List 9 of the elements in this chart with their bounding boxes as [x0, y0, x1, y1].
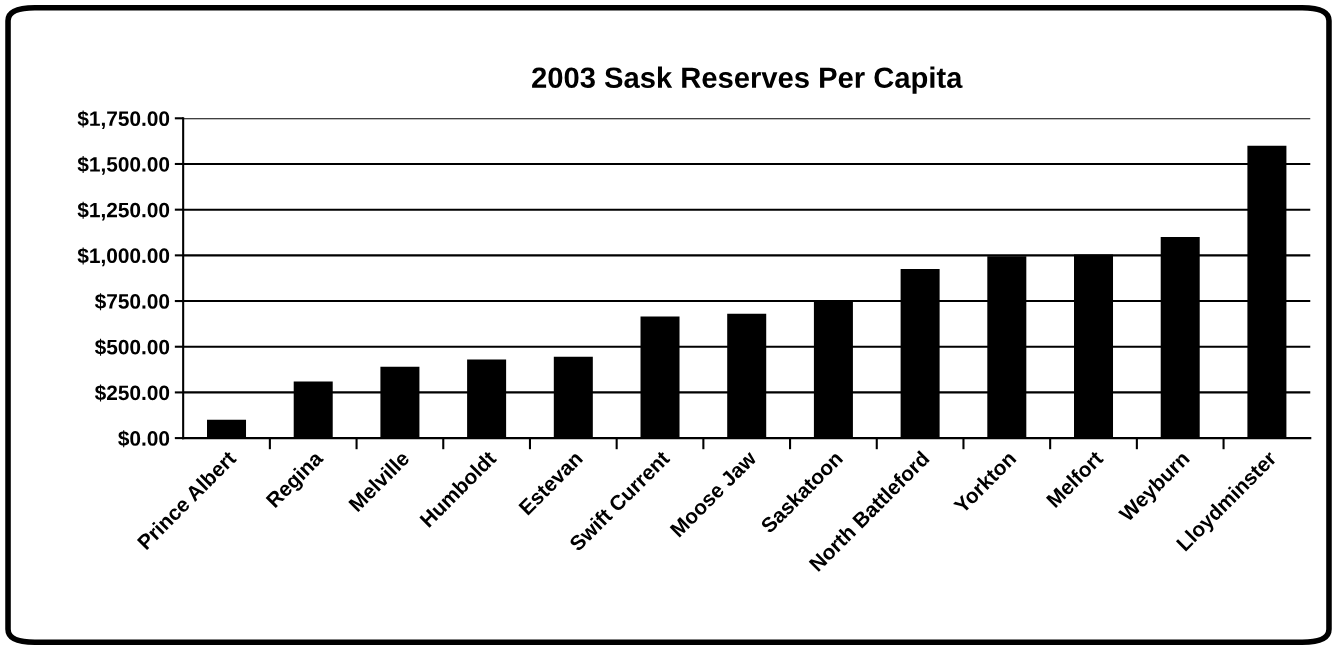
chart-title: 2003 Sask Reserves Per Capita: [532, 66, 963, 94]
y-tick-label: $250.00: [94, 384, 170, 402]
y-tick-label: $750.00: [94, 293, 170, 311]
y-tick-label: $1,500.00: [77, 156, 170, 175]
y-tick-label: $500.00: [94, 338, 170, 356]
y-tick-label: $1,750.00: [77, 110, 170, 130]
y-tick-label: $0.00: [118, 430, 170, 448]
y-tick-label: $1,000.00: [77, 247, 170, 267]
y-tick-label: $1,250.00: [77, 201, 170, 221]
